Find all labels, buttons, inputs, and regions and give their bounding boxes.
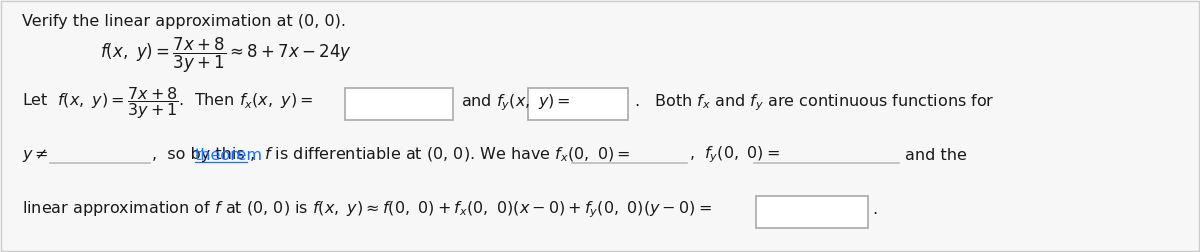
Text: .: .	[872, 203, 877, 217]
Bar	[528, 88, 628, 120]
Text: Let  $f(x,\ y) = \dfrac{7x + 8}{3y + 1}$.  Then $f_x(x,\ y) =$: Let $f(x,\ y) = \dfrac{7x + 8}{3y + 1}$.…	[22, 85, 313, 121]
Text: theorem: theorem	[194, 147, 263, 163]
Bar	[346, 88, 454, 120]
Text: .   Both $f_x$ and $f_y$ are continuous functions for: . Both $f_x$ and $f_y$ are continuous fu…	[634, 93, 995, 113]
Bar	[756, 196, 868, 228]
Text: Verify the linear approximation at (0, 0).: Verify the linear approximation at (0, 0…	[22, 14, 346, 29]
Text: ,  $f$ is differentiable at (0, 0). We have $f_x(0,\ 0) =$: , $f$ is differentiable at (0, 0). We ha…	[250, 146, 630, 164]
Text: ,  $f_y(0,\ 0) =$: , $f_y(0,\ 0) =$	[689, 145, 780, 165]
Text: and $f_y(x,\ y) =$: and $f_y(x,\ y) =$	[461, 93, 570, 113]
Text: $y \neq$: $y \neq$	[22, 146, 49, 164]
Text: linear approximation of $f$ at (0, 0) is $f(x,\ y) \approx f(0,\ 0) + f_x(0,\ 0): linear approximation of $f$ at (0, 0) is…	[22, 200, 712, 220]
Text: and the: and the	[905, 147, 967, 163]
Text: ,  so by this: , so by this	[152, 147, 250, 163]
Text: $f(x,\ y) = \dfrac{7x + 8}{3y + 1} \approx 8 + 7x - 24y$: $f(x,\ y) = \dfrac{7x + 8}{3y + 1} \appr…	[100, 35, 352, 75]
